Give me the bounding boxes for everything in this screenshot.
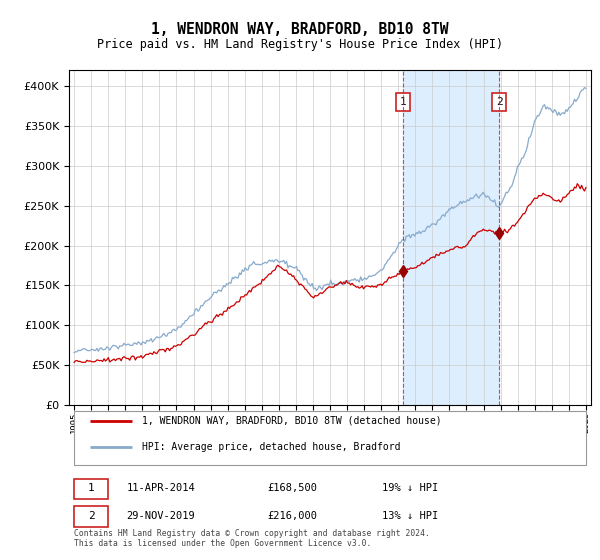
Text: 1: 1 bbox=[400, 97, 406, 107]
Text: £216,000: £216,000 bbox=[268, 511, 317, 521]
Bar bbox=[403, 70, 499, 405]
Text: 1, WENDRON WAY, BRADFORD, BD10 8TW (detached house): 1, WENDRON WAY, BRADFORD, BD10 8TW (deta… bbox=[142, 416, 442, 426]
Text: 1: 1 bbox=[88, 483, 95, 493]
Text: 2: 2 bbox=[88, 511, 95, 521]
Text: 29-NOV-2019: 29-NOV-2019 bbox=[127, 511, 195, 521]
Text: 2: 2 bbox=[496, 97, 502, 107]
Text: 13% ↓ HPI: 13% ↓ HPI bbox=[382, 511, 439, 521]
Text: Price paid vs. HM Land Registry's House Price Index (HPI): Price paid vs. HM Land Registry's House … bbox=[97, 38, 503, 51]
Text: HPI: Average price, detached house, Bradford: HPI: Average price, detached house, Brad… bbox=[142, 442, 401, 452]
Text: £168,500: £168,500 bbox=[268, 483, 317, 493]
Text: Contains HM Land Registry data © Crown copyright and database right 2024.
This d: Contains HM Land Registry data © Crown c… bbox=[74, 529, 430, 548]
FancyBboxPatch shape bbox=[74, 479, 108, 500]
Text: 19% ↓ HPI: 19% ↓ HPI bbox=[382, 483, 439, 493]
Text: 11-APR-2014: 11-APR-2014 bbox=[127, 483, 195, 493]
Text: 1, WENDRON WAY, BRADFORD, BD10 8TW: 1, WENDRON WAY, BRADFORD, BD10 8TW bbox=[151, 22, 449, 38]
FancyBboxPatch shape bbox=[74, 411, 586, 465]
FancyBboxPatch shape bbox=[74, 506, 108, 526]
